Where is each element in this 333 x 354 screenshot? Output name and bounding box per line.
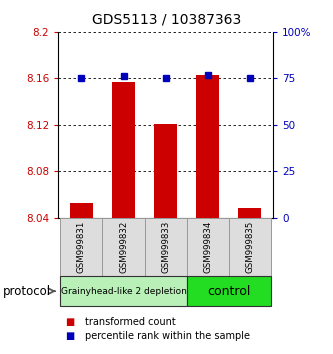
Bar [70,202,93,218]
Text: control: control [207,285,250,298]
Text: GSM999835: GSM999835 [245,221,254,273]
Text: ■: ■ [65,317,74,327]
Text: GSM999834: GSM999834 [203,221,212,273]
Text: protocol: protocol [3,285,52,298]
Text: Grainyhead-like 2 depletion: Grainyhead-like 2 depletion [61,287,186,296]
Text: transformed count: transformed count [85,317,176,327]
Text: percentile rank within the sample: percentile rank within the sample [85,331,250,341]
Bar [196,75,219,218]
Text: GDS5113 / 10387363: GDS5113 / 10387363 [92,12,241,27]
Bar [112,82,135,218]
Bar [238,209,261,218]
Text: GSM999832: GSM999832 [119,221,128,273]
Text: GSM999831: GSM999831 [77,221,86,273]
Text: GSM999833: GSM999833 [161,221,170,273]
Text: ■: ■ [65,331,74,341]
Bar [154,124,177,218]
